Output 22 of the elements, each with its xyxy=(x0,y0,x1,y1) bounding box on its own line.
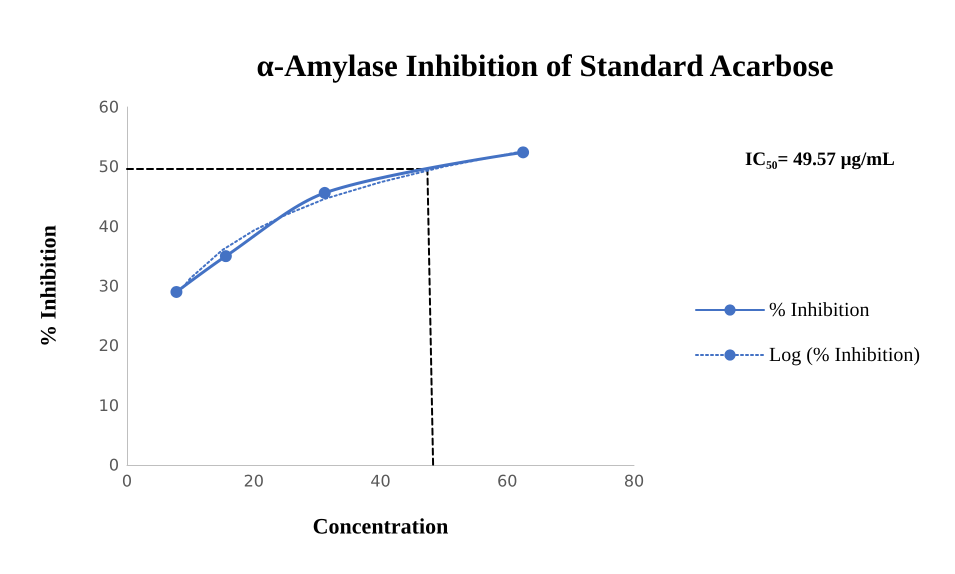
y-tick-label: 60 xyxy=(98,98,119,116)
legend-label: Log (% Inhibition) xyxy=(769,344,920,366)
y-axis-title: % Inhibition xyxy=(36,225,60,347)
point xyxy=(517,146,530,158)
y-tick-label: 0 xyxy=(108,456,119,474)
text: IC₅₀= 49.57 µg/mL xyxy=(745,149,895,170)
y-tick-label: 40 xyxy=(98,216,119,236)
legend-label: % Inhibition xyxy=(769,299,870,321)
x-tick-label: 40 xyxy=(370,472,391,490)
y-tick-label: 20 xyxy=(98,336,119,356)
point xyxy=(220,250,232,262)
point xyxy=(170,286,182,298)
point xyxy=(318,186,331,199)
y-tick-label: 10 xyxy=(98,396,119,415)
y-tick-label: 30 xyxy=(98,276,119,296)
chart-title: α-Amylase Inhibition of Standard Acarbose xyxy=(256,48,834,83)
y-tick-label: 50 xyxy=(98,157,119,176)
x-tick-label: 20 xyxy=(244,472,264,490)
x-axis-title: Concentration xyxy=(312,514,448,538)
x-tick-label: 0 xyxy=(122,472,132,490)
x-tick-label: 80 xyxy=(624,472,644,490)
x-tick-label: 60 xyxy=(497,472,518,490)
